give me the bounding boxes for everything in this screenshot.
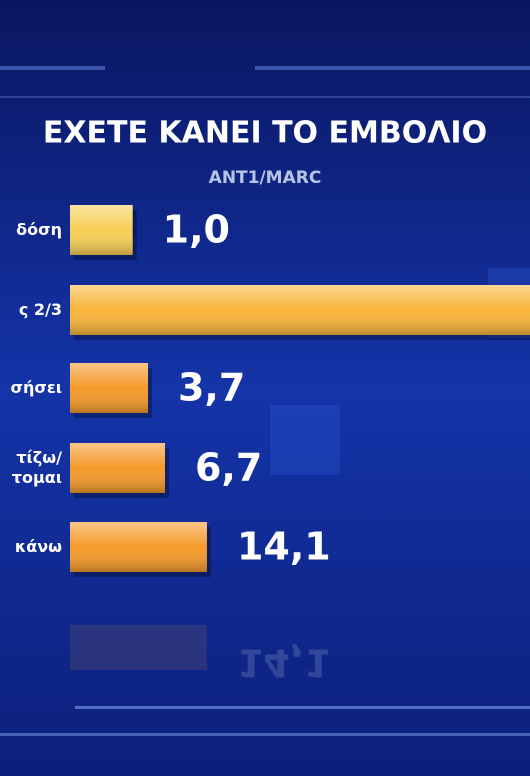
deco-line (0, 66, 105, 70)
chart-title: ΕΧΕΤΕ ΚΑΝΕΙ ΤΟ ΕΜΒΟΛΙΟ (43, 116, 487, 151)
value-label: 14,1 (237, 525, 331, 569)
deco-line (75, 706, 530, 709)
bar-shine (70, 443, 165, 493)
bar-shine (70, 363, 148, 413)
value-label: 3,7 (178, 366, 245, 410)
bar-shine (70, 205, 133, 255)
category-label: τίζω/ τομαι (11, 448, 62, 487)
deco-line (0, 96, 530, 98)
reflection (70, 625, 207, 670)
bar-shine (70, 285, 530, 335)
category-label: σήσει (10, 378, 62, 397)
value-label: 6,7 (195, 446, 262, 490)
deco-line (0, 733, 530, 736)
value-label: 1,0 (163, 208, 230, 252)
deco-line (255, 66, 530, 70)
reflection-label: 14,1 (237, 641, 331, 685)
category-label: δόση (16, 220, 62, 239)
category-label: κάνω (14, 537, 62, 556)
bar-shine (70, 522, 207, 572)
deco-square (270, 405, 340, 475)
category-label: ς 2/3 (18, 300, 62, 319)
chart-subtitle: ANT1/MARC (209, 168, 322, 188)
